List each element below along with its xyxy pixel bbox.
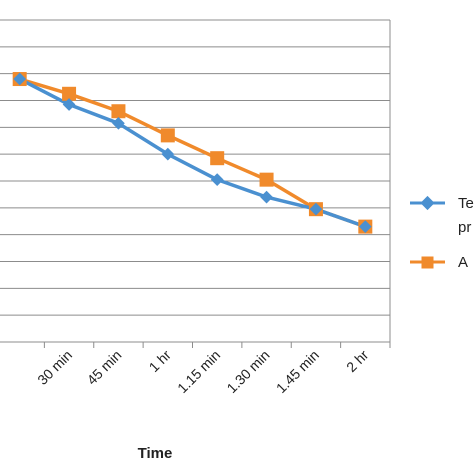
x-tick-label: 1.45 min [273, 347, 322, 396]
series-2-point [210, 151, 225, 166]
legend-marker-series-2 [421, 256, 434, 269]
legend: Te pr A [410, 195, 474, 271]
legend-label-series-2: A [458, 254, 468, 271]
series-line-2 [19, 77, 366, 229]
series-1-point [161, 147, 175, 161]
x-tick-label: 30 min [34, 347, 75, 388]
series-1-point [260, 190, 273, 204]
x-tick-label: 1.15 min [174, 347, 223, 396]
x-axis-title: Time [138, 445, 173, 462]
x-tick-label: 1.30 min [223, 347, 272, 396]
x-axis-ticks [43, 342, 391, 348]
series-line-1 [18, 77, 366, 229]
x-axis-tick-labels: 30 min 45 min 1 hr 1.15 min 1.30 min 1.45 min… [34, 347, 372, 397]
series-lines [18, 77, 366, 229]
series-2-point [259, 172, 274, 187]
series-2-point [111, 104, 126, 119]
gridlines [0, 19, 390, 316]
series-2-point [62, 86, 77, 101]
legend-label-series-1-line-2: pr [458, 219, 471, 236]
x-tick-label: 45 min [84, 347, 125, 388]
legend-marker-series-1 [420, 195, 435, 211]
series-2-point [160, 128, 175, 143]
x-tick-label: 1 hr [146, 347, 175, 376]
legend-label-series-1-line-1: Te [458, 195, 474, 212]
series-1-point [358, 220, 372, 233]
series-1-point [210, 173, 224, 187]
x-tick-label: 2 hr [343, 347, 372, 376]
series-1-point [309, 202, 323, 216]
series-markers [12, 72, 373, 234]
